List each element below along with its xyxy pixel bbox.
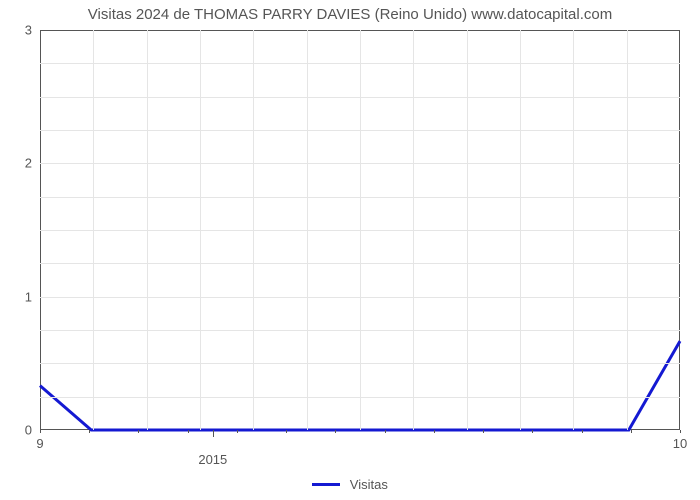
x-tick-mark [237, 430, 238, 433]
gridline-v [93, 30, 94, 430]
legend: Visitas [0, 476, 700, 492]
x-tick-mark [40, 430, 41, 433]
gridline-v [360, 30, 361, 430]
x-tick-mark [680, 430, 681, 433]
y-tick-label: 2 [25, 156, 32, 171]
x-major-label: 2015 [198, 452, 227, 467]
x-left-label: 9 [36, 436, 43, 451]
x-tick-mark [631, 430, 632, 433]
gridline-v [467, 30, 468, 430]
plot-area: 01239102015 [40, 30, 680, 430]
gridline-v [147, 30, 148, 430]
x-tick-mark [138, 430, 139, 433]
x-tick-mark [434, 430, 435, 433]
gridline-v [200, 30, 201, 430]
y-tick-label: 0 [25, 423, 32, 438]
x-tick-mark [385, 430, 386, 433]
legend-label: Visitas [350, 477, 388, 492]
x-right-label: 10 [673, 436, 687, 451]
gridline-v [307, 30, 308, 430]
x-tick-mark [582, 430, 583, 433]
x-tick-mark-major [213, 430, 214, 437]
x-tick-mark [335, 430, 336, 433]
gridline-v [573, 30, 574, 430]
gridline-v [413, 30, 414, 430]
gridline-v [520, 30, 521, 430]
x-tick-mark [286, 430, 287, 433]
y-tick-label: 1 [25, 289, 32, 304]
x-tick-mark [483, 430, 484, 433]
legend-swatch [312, 483, 340, 486]
gridline-v [253, 30, 254, 430]
y-tick-label: 3 [25, 23, 32, 38]
chart-container: Visitas 2024 de THOMAS PARRY DAVIES (Rei… [0, 0, 700, 500]
x-tick-mark [532, 430, 533, 433]
chart-title: Visitas 2024 de THOMAS PARRY DAVIES (Rei… [0, 6, 700, 23]
x-tick-mark [188, 430, 189, 433]
x-tick-mark [89, 430, 90, 433]
gridline-v [627, 30, 628, 430]
